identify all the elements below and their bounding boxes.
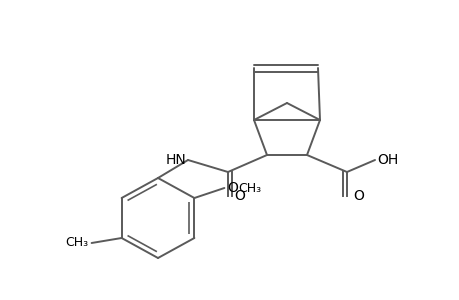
Text: O: O (352, 189, 363, 203)
Text: OH: OH (376, 153, 397, 167)
Text: O: O (227, 181, 238, 195)
Text: CH₃: CH₃ (238, 182, 261, 194)
Text: CH₃: CH₃ (65, 236, 89, 250)
Text: O: O (234, 189, 244, 203)
Text: HN: HN (165, 153, 185, 167)
